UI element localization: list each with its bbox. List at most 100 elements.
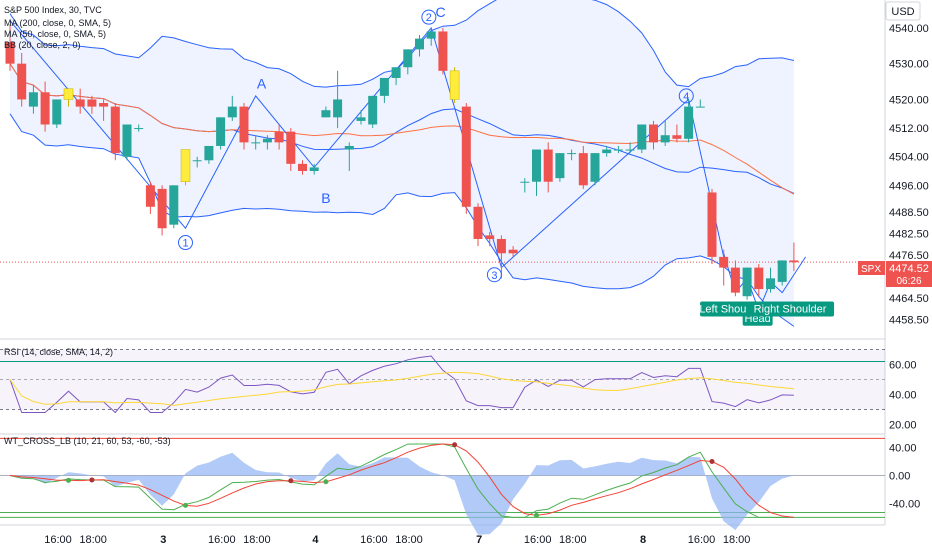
candle-body: [403, 49, 413, 68]
wave-number-text: 3: [491, 270, 497, 282]
bb-upper-line: [9, 0, 795, 88]
price-tick-label: 4458.50: [889, 314, 929, 326]
candle-body: [730, 267, 740, 293]
time-tick-label: 18:00: [395, 534, 423, 546]
candle: [262, 135, 272, 150]
candle: [695, 99, 705, 108]
price-tick-label: 4512.00: [889, 123, 929, 135]
candle: [719, 249, 729, 286]
candle: [192, 156, 202, 168]
candle-body: [169, 185, 179, 225]
candle-body: [17, 63, 27, 100]
candle-body: [52, 99, 62, 125]
candle: [356, 110, 366, 125]
candle-body: [122, 124, 132, 157]
candle: [333, 70, 343, 129]
rsi-tick-label: 40.00: [889, 390, 917, 402]
legend-bb: BB (20, close, 2, 0): [4, 40, 81, 50]
wt1-line: [9, 443, 794, 518]
candle-body: [239, 106, 249, 143]
candle-body: [286, 131, 296, 164]
candlestick-series: [5, 24, 799, 300]
bb-lower-line: [9, 113, 795, 327]
candle: [28, 85, 38, 114]
candle-body: [99, 103, 109, 107]
candle: [298, 160, 307, 175]
candle-body: [602, 149, 612, 154]
candle-body: [578, 153, 588, 186]
wt-cross-dot: [183, 502, 188, 508]
price-tick-label: 4504.00: [889, 152, 929, 164]
time-tick-label: 18:00: [243, 534, 271, 546]
candle: [672, 124, 682, 143]
right-shoulder-label: Right Shoulder: [746, 301, 835, 317]
candle: [707, 188, 717, 265]
candle-body: [251, 142, 261, 144]
price-tick-label: 4476.50: [889, 250, 929, 262]
candle: [532, 149, 541, 197]
candle-body: [766, 278, 775, 290]
candle-body: [449, 70, 460, 100]
candle-body: [227, 106, 237, 118]
time-tick-label: 16:00: [360, 534, 388, 546]
candle-body: [649, 124, 658, 143]
candle: [637, 124, 647, 154]
time-tick-label: 16:00: [524, 534, 552, 546]
bb-fill: [10, 0, 794, 327]
candle: [649, 120, 658, 150]
candle: [555, 153, 565, 182]
time-axis[interactable]: 16:00 18:00 3 16:00 18:00 4 16:00 18:00 7 16:00 18…: [44, 534, 750, 546]
candle: [5, 24, 15, 71]
candle: [145, 181, 155, 214]
candle: [602, 145, 612, 157]
wave-circle: [486, 267, 502, 283]
wt-histogram: [10, 452, 794, 535]
wave-number-text: 4: [683, 91, 689, 103]
wt-tick-label: 0.00: [889, 470, 910, 482]
price-tick-label: 4540.00: [889, 23, 929, 35]
currency-label: USD: [891, 6, 914, 18]
candle-body: [87, 99, 97, 107]
candle-body: [145, 185, 155, 207]
candle-body: [707, 192, 717, 257]
candle: [286, 128, 296, 171]
candle-body: [192, 160, 202, 162]
candle-body: [262, 138, 272, 143]
candle-body: [613, 149, 623, 151]
time-tick-label: 16:00: [688, 534, 716, 546]
candle-body: [461, 106, 471, 207]
candle: [309, 163, 319, 175]
currency-button[interactable]: USD: [885, 1, 921, 21]
wave-number-3: 3: [486, 267, 502, 283]
time-tick-label: 18:00: [559, 534, 587, 546]
candle-body: [426, 31, 436, 39]
candle: [449, 67, 460, 104]
candle: [52, 99, 62, 129]
wt-cross-dot: [288, 478, 294, 484]
candle: [157, 185, 167, 236]
wave-label-C: C: [435, 4, 445, 20]
candle: [590, 153, 600, 186]
candle: [87, 95, 97, 114]
candle-body: [555, 153, 565, 179]
wt-cross-dot: [66, 477, 71, 483]
legend-ma200: MA (200, close, 0, SMA, 5): [4, 18, 111, 28]
legend-wt: WT_CROSS_LB (10, 21, 60, 53, -60, -53): [4, 436, 171, 446]
candle-body: [157, 188, 167, 229]
candle-body: [356, 117, 366, 121]
price-tick-label: 4482.50: [889, 229, 929, 241]
candle: [63, 88, 74, 107]
candle: [473, 203, 483, 247]
candle: [777, 260, 787, 286]
price-tick-label: 4496.00: [889, 180, 929, 192]
wt-cross-dot: [452, 442, 458, 448]
wave-circle: [678, 88, 694, 104]
candle: [426, 27, 436, 46]
chart-title: S&P 500 Index, 30, TVC: [4, 5, 102, 15]
wave-label-A: A: [257, 76, 267, 92]
candle-body: [637, 124, 647, 150]
tag-text: Right Shoulder: [754, 303, 827, 315]
candle: [344, 142, 354, 171]
